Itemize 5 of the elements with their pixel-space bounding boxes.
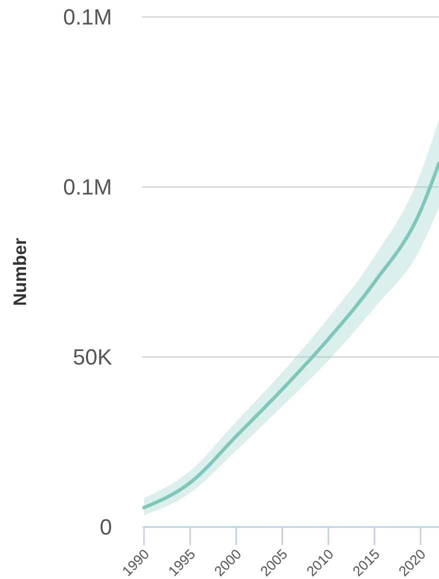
y-axis-title: Number xyxy=(10,238,30,306)
y-tick-label: 50K xyxy=(72,344,112,370)
y-tick-label: 0.1M xyxy=(63,4,112,30)
y-tick-label: 0 xyxy=(100,514,112,540)
y-tick-label: 0.1M xyxy=(63,174,112,200)
